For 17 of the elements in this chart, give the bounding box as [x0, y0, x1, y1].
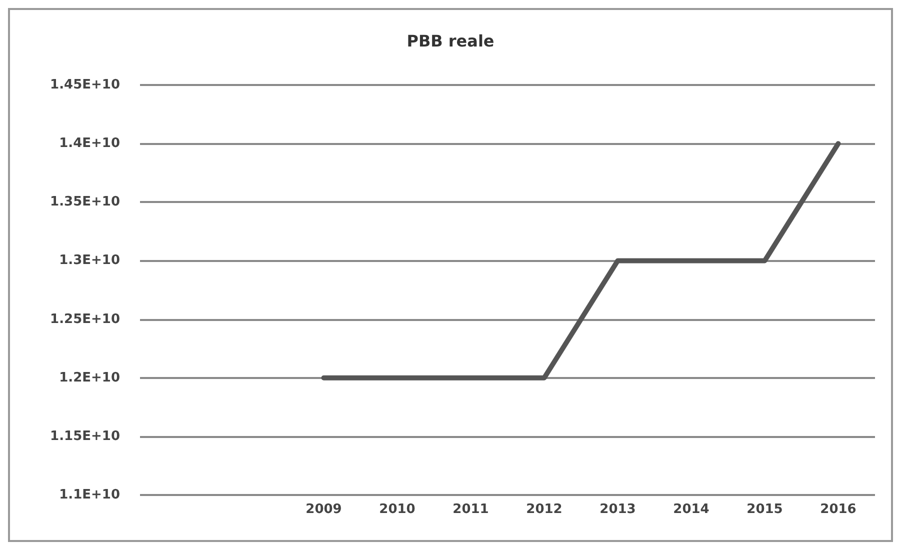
x-tick-label: 2009 — [306, 502, 342, 517]
y-tick-label: 1.25E+10 — [50, 312, 120, 327]
y-tick-label: 1.4E+10 — [59, 136, 120, 152]
x-tick-label: 2011 — [452, 502, 489, 517]
x-tick-label: 2014 — [673, 502, 710, 517]
chart-title: PBB reale — [406, 32, 494, 50]
y-tick-label: 1.2E+10 — [59, 370, 120, 386]
y-tick-label: 1.35E+10 — [50, 194, 120, 210]
y-tick-label: 1.3E+10 — [59, 253, 120, 268]
x-tick-label: 2013 — [600, 502, 636, 517]
y-tick-label: 1.1E+10 — [59, 488, 120, 502]
x-tick-label: 2010 — [379, 502, 416, 517]
x-tick-label: 2016 — [820, 502, 856, 517]
y-tick-label: 1.45E+10 — [50, 78, 120, 92]
x-tick-label: 2012 — [526, 502, 562, 517]
y-tick-label: 1.15E+10 — [50, 428, 120, 444]
x-tick-label: 2015 — [746, 502, 783, 517]
